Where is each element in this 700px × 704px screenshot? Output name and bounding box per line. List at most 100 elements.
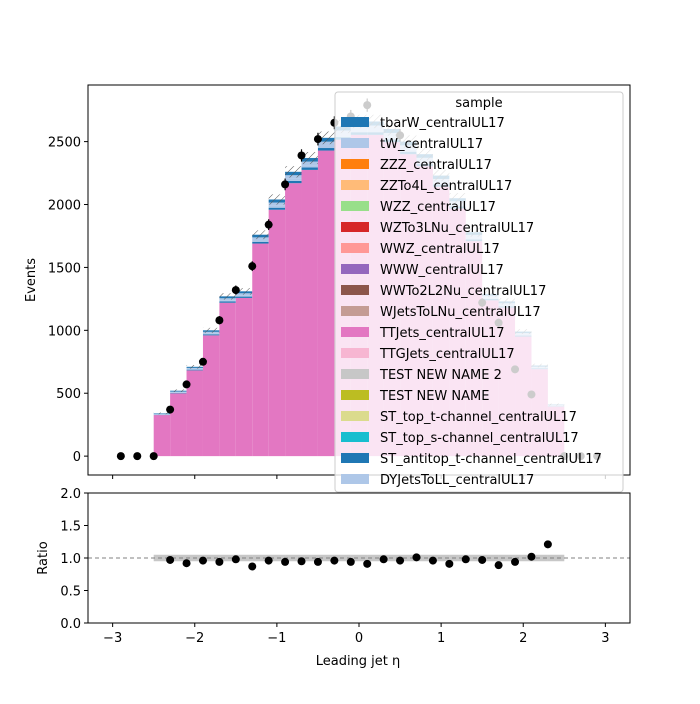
stack-bar-segment bbox=[318, 151, 334, 457]
ratio-point bbox=[396, 557, 404, 565]
ratio-point bbox=[544, 540, 552, 548]
ratio-point bbox=[445, 560, 453, 568]
ratio-y-tick-label: 0.5 bbox=[60, 585, 81, 600]
ratio-point bbox=[248, 562, 256, 570]
legend-swatch bbox=[341, 138, 369, 148]
ratio-point bbox=[495, 561, 503, 569]
data-point bbox=[265, 221, 273, 229]
stack-bar-segment bbox=[203, 333, 219, 334]
uncertainty-band bbox=[170, 389, 186, 392]
data-point bbox=[314, 135, 322, 143]
legend-swatch bbox=[341, 117, 369, 127]
legend-label: tW_centralUL17 bbox=[380, 137, 483, 152]
legend-swatch bbox=[341, 474, 369, 484]
data-point bbox=[199, 358, 207, 366]
ratio-point bbox=[330, 557, 338, 565]
data-point bbox=[232, 286, 240, 294]
ratio-point bbox=[527, 553, 535, 561]
y-tick-label: 2500 bbox=[48, 136, 81, 151]
y-tick-label: 2000 bbox=[48, 199, 81, 214]
stack-bar-segment bbox=[252, 244, 268, 457]
legend-title: sample bbox=[455, 96, 502, 111]
uncertainty-band bbox=[154, 412, 170, 414]
uncertainty-band bbox=[187, 365, 203, 369]
legend-label: ST_top_t-channel_centralUL17 bbox=[380, 410, 577, 425]
stack-bar-segment bbox=[219, 303, 235, 456]
stack-bar-segment bbox=[170, 393, 186, 456]
stack-bar-segment bbox=[269, 210, 285, 456]
legend-swatch bbox=[341, 285, 369, 295]
stack-bar-segment bbox=[318, 148, 334, 151]
uncertainty-band bbox=[285, 166, 301, 177]
ratio-point bbox=[183, 559, 191, 567]
legend-swatch bbox=[341, 180, 369, 190]
legend-label: WWTo2L2Nu_centralUL17 bbox=[380, 284, 546, 299]
ratio-y-tick-label: 0.0 bbox=[60, 617, 81, 632]
data-point bbox=[281, 180, 289, 188]
ratio-y-tick-label: 1.0 bbox=[60, 552, 81, 567]
stack-bar-segment bbox=[252, 240, 268, 242]
legend-swatch bbox=[341, 201, 369, 211]
stack-bar-segment bbox=[252, 242, 268, 244]
legend-label: TTGJets_centralUL17 bbox=[379, 347, 515, 362]
stack-bar-segment bbox=[302, 170, 318, 456]
legend-swatch bbox=[341, 432, 369, 442]
legend-label: TEST NEW NAME 2 bbox=[379, 368, 502, 383]
legend-swatch bbox=[341, 222, 369, 232]
legend-swatch bbox=[341, 159, 369, 169]
ratio-point bbox=[380, 555, 388, 563]
legend-swatch bbox=[341, 369, 369, 379]
stack-bar-segment bbox=[318, 145, 334, 148]
legend-label: TEST NEW NAME bbox=[379, 389, 489, 404]
legend-swatch bbox=[341, 327, 369, 337]
stack-bar-segment bbox=[187, 369, 203, 370]
uncertainty-band bbox=[203, 328, 219, 333]
stack-bar-segment bbox=[302, 168, 318, 170]
stack-bar-segment bbox=[285, 183, 301, 456]
stack-bar-segment bbox=[187, 370, 203, 371]
ratio-point bbox=[232, 555, 240, 563]
data-point bbox=[298, 151, 306, 159]
x-tick-label: −1 bbox=[267, 631, 286, 646]
main-y-axis-label: Events bbox=[24, 258, 39, 302]
stack-bar-segment bbox=[170, 392, 186, 393]
ratio-y-axis-label: Ratio bbox=[36, 541, 51, 574]
stack-bar-segment bbox=[236, 295, 252, 296]
legend-label: ST_antitop_t-channel_centralUL17 bbox=[380, 452, 602, 467]
x-tick-label: 2 bbox=[519, 631, 527, 646]
legend-label: WWZ_centralUL17 bbox=[380, 242, 500, 257]
ratio-point bbox=[281, 558, 289, 566]
data-point bbox=[166, 406, 174, 414]
x-tick-label: 1 bbox=[437, 631, 445, 646]
stack-bar-segment bbox=[269, 208, 285, 210]
x-tick-label: −2 bbox=[185, 631, 204, 646]
ratio-y-tick-label: 2.0 bbox=[60, 487, 81, 502]
ratio-point bbox=[215, 558, 223, 566]
legend: sample tbarW_centralUL17tW_centralUL17ZZ… bbox=[335, 92, 623, 492]
ratio-point bbox=[478, 556, 486, 564]
data-point bbox=[133, 452, 141, 460]
stack-bar-segment bbox=[219, 301, 235, 302]
data-point bbox=[183, 380, 191, 388]
uncertainty-band bbox=[269, 194, 285, 204]
legend-swatch bbox=[341, 348, 369, 358]
y-tick-label: 500 bbox=[56, 387, 81, 402]
legend-swatch bbox=[341, 306, 369, 316]
uncertainty-band bbox=[252, 230, 268, 239]
legend-label: ZZZ_centralUL17 bbox=[380, 158, 492, 173]
legend-label: ZZTo4L_centralUL17 bbox=[380, 179, 512, 194]
legend-label: ST_top_s-channel_centralUL17 bbox=[380, 431, 579, 446]
x-tick-label: −3 bbox=[103, 631, 122, 646]
y-tick-label: 1500 bbox=[48, 261, 81, 276]
ratio-point bbox=[429, 557, 437, 565]
data-point bbox=[117, 452, 125, 460]
stack-bar-segment bbox=[285, 179, 301, 181]
ratio-point bbox=[412, 553, 420, 561]
stack-bar-segment bbox=[269, 206, 285, 208]
legend-swatch bbox=[341, 264, 369, 274]
uncertainty-band bbox=[219, 293, 235, 299]
legend-swatch bbox=[341, 390, 369, 400]
ratio-point bbox=[265, 557, 273, 565]
